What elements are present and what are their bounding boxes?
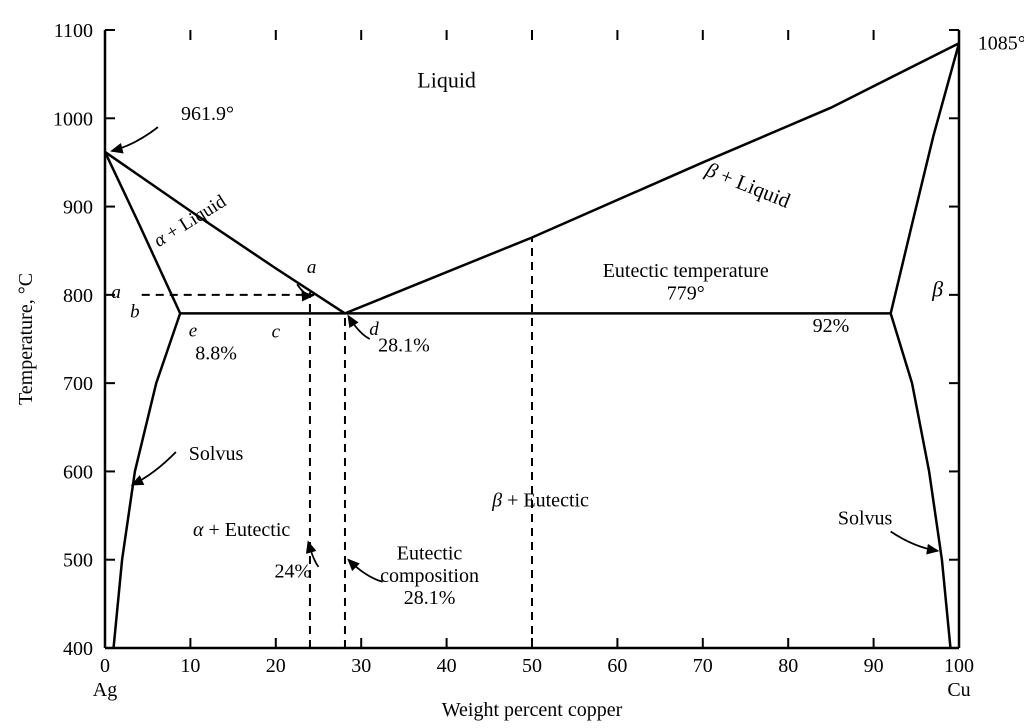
svg-text:Cu: Cu xyxy=(947,679,970,701)
svg-text:40: 40 xyxy=(437,655,457,677)
svg-text:a: a xyxy=(307,257,317,278)
phase-diagram-svg: 0 10 20 30 40 50 60 70 80 90 100 400 500 600 700 800 900… xyxy=(0,0,1024,728)
svg-text:24%: 24% xyxy=(275,560,312,582)
svg-text:500: 500 xyxy=(63,550,93,572)
svg-text:β + Liquid: β + Liquid xyxy=(702,157,795,213)
svg-text:20: 20 xyxy=(266,655,286,677)
phase-diagram-container: 0 10 20 30 40 50 60 70 80 90 100 400 500 600 700 800 900… xyxy=(0,0,1024,728)
svg-text:100: 100 xyxy=(944,655,974,677)
svg-text:Eutectic: Eutectic xyxy=(397,543,463,565)
svg-text:Solvus: Solvus xyxy=(838,507,893,529)
svg-text:30: 30 xyxy=(351,655,371,677)
svg-text:400: 400 xyxy=(63,638,93,660)
svg-text:1100: 1100 xyxy=(54,20,93,42)
svg-text:961.9°: 961.9° xyxy=(181,103,234,125)
svg-text:Temperature, °C: Temperature, °C xyxy=(15,273,37,405)
svg-text:d: d xyxy=(369,319,379,340)
svg-text:10: 10 xyxy=(180,655,200,677)
svg-text:800: 800 xyxy=(63,285,93,307)
svg-text:28.1%: 28.1% xyxy=(378,334,430,356)
svg-text:0: 0 xyxy=(100,655,110,677)
svg-text:Ag: Ag xyxy=(93,679,117,701)
svg-text:900: 900 xyxy=(63,197,93,219)
svg-text:β: β xyxy=(931,277,943,302)
svg-text:1085°: 1085° xyxy=(978,32,1024,54)
svg-text:28.1%: 28.1% xyxy=(404,587,456,609)
svg-text:c: c xyxy=(272,322,281,343)
svg-text:8.8%: 8.8% xyxy=(195,342,237,364)
svg-text:90: 90 xyxy=(864,655,884,677)
svg-text:b: b xyxy=(130,301,140,322)
svg-text:779°: 779° xyxy=(667,282,705,304)
svg-text:92%: 92% xyxy=(813,315,850,337)
svg-text:composition: composition xyxy=(380,565,479,587)
svg-text:e: e xyxy=(189,321,197,342)
svg-text:50: 50 xyxy=(522,655,542,677)
svg-text:Weight percent copper: Weight percent copper xyxy=(442,699,623,721)
svg-text:Eutectic temperature: Eutectic temperature xyxy=(603,260,769,282)
svg-text:60: 60 xyxy=(607,655,627,677)
svg-text:α + Eutectic: α + Eutectic xyxy=(193,519,290,541)
svg-text:70: 70 xyxy=(693,655,713,677)
svg-text:700: 700 xyxy=(63,373,93,395)
svg-text:a: a xyxy=(111,282,121,303)
svg-text:600: 600 xyxy=(63,461,93,483)
svg-text:α + Liquid: α + Liquid xyxy=(150,191,230,252)
svg-text:1000: 1000 xyxy=(53,108,93,130)
svg-text:80: 80 xyxy=(778,655,798,677)
svg-text:Solvus: Solvus xyxy=(189,443,244,465)
svg-text:Liquid: Liquid xyxy=(417,67,476,92)
svg-text:β + Eutectic: β + Eutectic xyxy=(491,490,589,512)
